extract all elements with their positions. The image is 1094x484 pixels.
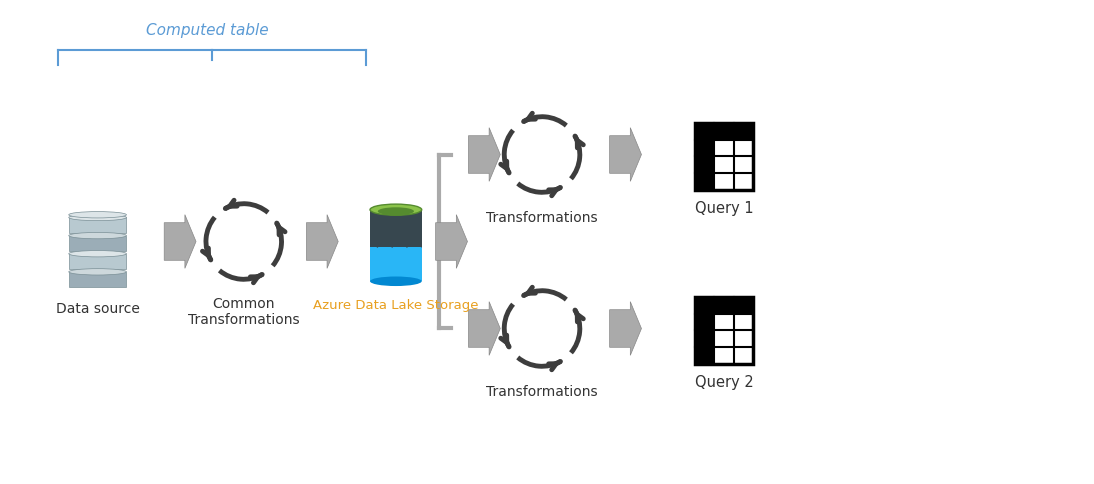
FancyBboxPatch shape [69, 254, 127, 270]
Ellipse shape [370, 205, 421, 216]
Polygon shape [609, 128, 641, 182]
Ellipse shape [69, 233, 127, 239]
Text: Query 2: Query 2 [695, 375, 754, 390]
Text: Transformations: Transformations [486, 211, 597, 225]
FancyBboxPatch shape [370, 246, 421, 282]
Polygon shape [609, 302, 641, 356]
FancyBboxPatch shape [69, 236, 127, 252]
FancyBboxPatch shape [695, 140, 714, 191]
Ellipse shape [370, 241, 421, 251]
Ellipse shape [69, 251, 127, 257]
FancyBboxPatch shape [695, 123, 753, 140]
Text: Data source: Data source [56, 302, 140, 316]
Text: Computed table: Computed table [146, 23, 268, 38]
Text: Common
Transformations: Common Transformations [188, 297, 300, 327]
Text: Query 1: Query 1 [695, 201, 754, 216]
FancyBboxPatch shape [69, 272, 127, 287]
Polygon shape [370, 210, 421, 248]
Polygon shape [164, 215, 196, 269]
FancyBboxPatch shape [695, 123, 753, 191]
Ellipse shape [377, 208, 414, 216]
Polygon shape [468, 302, 500, 356]
FancyBboxPatch shape [695, 314, 714, 364]
FancyBboxPatch shape [370, 210, 421, 247]
Ellipse shape [69, 212, 127, 218]
Polygon shape [435, 215, 467, 269]
FancyBboxPatch shape [695, 297, 753, 314]
Text: Transformations: Transformations [486, 384, 597, 398]
Ellipse shape [370, 277, 421, 287]
FancyBboxPatch shape [695, 297, 753, 364]
Ellipse shape [69, 215, 127, 221]
Ellipse shape [69, 269, 127, 275]
FancyBboxPatch shape [69, 218, 127, 233]
Polygon shape [306, 215, 338, 269]
Polygon shape [468, 128, 500, 182]
Text: Azure Data Lake Storage: Azure Data Lake Storage [313, 299, 478, 312]
